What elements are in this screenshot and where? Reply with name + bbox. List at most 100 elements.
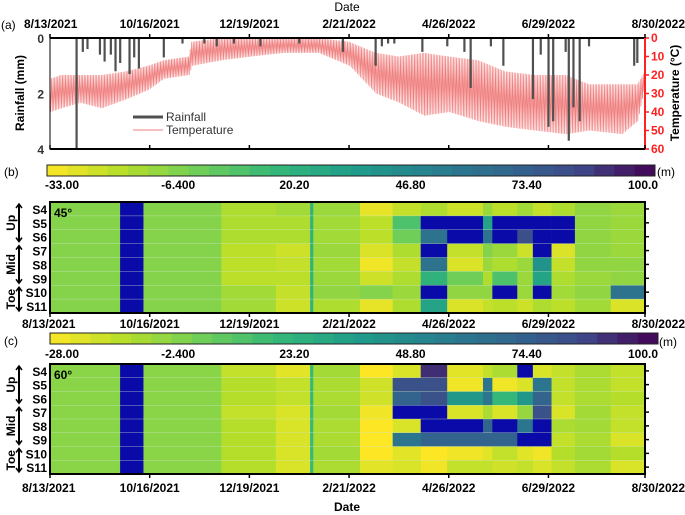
heatmap-cell [420, 285, 448, 300]
heatmap-cell [492, 391, 518, 406]
heatmap-cell [492, 419, 518, 434]
heatmap-cell [143, 271, 222, 286]
heatmap-cell [359, 419, 393, 434]
colorbar-segment [333, 333, 355, 344]
colorbar-segment [50, 333, 71, 344]
heatmap-cell [610, 432, 646, 447]
heatmap-cell [517, 446, 534, 461]
heatmap-cell [483, 419, 493, 434]
heatmap-cell [120, 391, 144, 406]
heatmap-cell [275, 243, 311, 258]
heatmap-cell [517, 377, 534, 392]
heatmap-cell [447, 229, 484, 244]
row-label-s4: S4 [32, 365, 47, 379]
heatmap-cell [313, 364, 361, 379]
colorbar-segment [310, 165, 332, 176]
colorbar-segment [168, 165, 190, 176]
heatmap-cell [359, 257, 393, 272]
heatmap-cell [517, 215, 534, 231]
heatmap-cell [574, 202, 612, 217]
row-label-s5: S5 [32, 379, 47, 393]
heatmap-cell [551, 243, 576, 258]
heatmap-cell [221, 271, 277, 286]
date-tick-label: 12/19/2021 [219, 17, 279, 31]
colorbar-tick-label: -6.400 [161, 178, 195, 192]
heatmap-cell [492, 202, 518, 217]
colorbar-segment [47, 165, 68, 176]
heatmap-cell [483, 377, 493, 392]
heatmap-cell [517, 432, 534, 447]
heatmap-cell [120, 202, 144, 217]
heatmap-cell [483, 391, 493, 406]
row-label-s7: S7 [32, 245, 47, 259]
heatmap-cell [50, 460, 121, 475]
rainfall-bar [341, 38, 345, 52]
legend-temperature-label: Temperature [166, 123, 234, 137]
heatmap-cell [492, 243, 518, 258]
date-tick-label: 8/30/2022 [632, 17, 685, 31]
angle-annotation: 60° [54, 368, 72, 382]
temperature-line [49, 37, 646, 135]
heatmap-cell [551, 432, 576, 447]
rainfall-bar [564, 38, 567, 52]
heatmap-cell [50, 202, 121, 217]
heatmap-cell [313, 299, 361, 314]
heatmap-cell [574, 215, 612, 231]
colorbar-segment [171, 333, 193, 344]
colorbar-segment [553, 165, 575, 176]
heatmap-cell [532, 257, 552, 272]
group-label-toe: Toe [4, 450, 18, 471]
heatmap-cell [420, 391, 448, 406]
heatmap-cell [392, 257, 422, 272]
colorbar-segment [354, 333, 375, 344]
rainfall-tick-label: 0 [37, 32, 44, 46]
heatmap-cell [359, 460, 393, 475]
rainfall-bar [633, 38, 636, 66]
heatmap-cell [120, 285, 144, 300]
heatmap-cell [532, 391, 552, 406]
heatmap-cell [221, 405, 277, 420]
colorbar-segment [293, 333, 314, 344]
bottom-date-axis-title: Date [334, 500, 360, 514]
colorbar-segment [614, 165, 636, 176]
heatmap-cell [392, 271, 422, 286]
heatmap-cell [447, 460, 484, 475]
row-label-s9: S9 [32, 272, 47, 286]
heatmap-cell [610, 405, 646, 420]
heatmap-cell [359, 271, 393, 286]
heatmap-cell [221, 460, 277, 475]
heatmap-cell [551, 215, 576, 231]
heatmap-cell [610, 243, 646, 258]
angle-annotation: 45° [54, 206, 72, 220]
heatmap-cell [551, 202, 576, 217]
heatmap-cell [517, 202, 534, 217]
double-arrow-icon [15, 286, 23, 313]
rainfall-tick-label: 2 [37, 88, 44, 102]
heatmap-cell [313, 202, 361, 217]
heatmap-cell [574, 405, 612, 420]
colorbar-segment [455, 333, 477, 344]
colorbar-segment [330, 165, 352, 176]
heatmap-cell [447, 391, 484, 406]
colorbar-segment [110, 333, 132, 344]
colorbar-segment [513, 165, 534, 176]
row-label-s5: S5 [32, 217, 47, 231]
heatmap-cell [275, 299, 311, 314]
heatmap-cell [551, 460, 576, 475]
row-label-s6: S6 [32, 392, 47, 406]
colorbar-segment [576, 333, 598, 344]
heatmap-cell [483, 446, 493, 461]
heatmap-cell [483, 285, 493, 300]
heatmap-cell [392, 419, 422, 434]
heatmap-cell [517, 405, 534, 420]
colorbar-tick-label: 73.40 [512, 178, 542, 192]
date-tick-label: 4/26/2022 [422, 481, 476, 495]
date-tick-label: 8/13/2021 [22, 317, 76, 331]
date-tick-label: 2/21/2022 [322, 481, 376, 495]
heatmap-cell [610, 446, 646, 461]
heatmap-cell [310, 257, 314, 272]
colorbar-segment [191, 333, 213, 344]
heatmap-cell [420, 432, 448, 447]
heatmap-cell [610, 391, 646, 406]
heatmap-cell [532, 229, 552, 244]
